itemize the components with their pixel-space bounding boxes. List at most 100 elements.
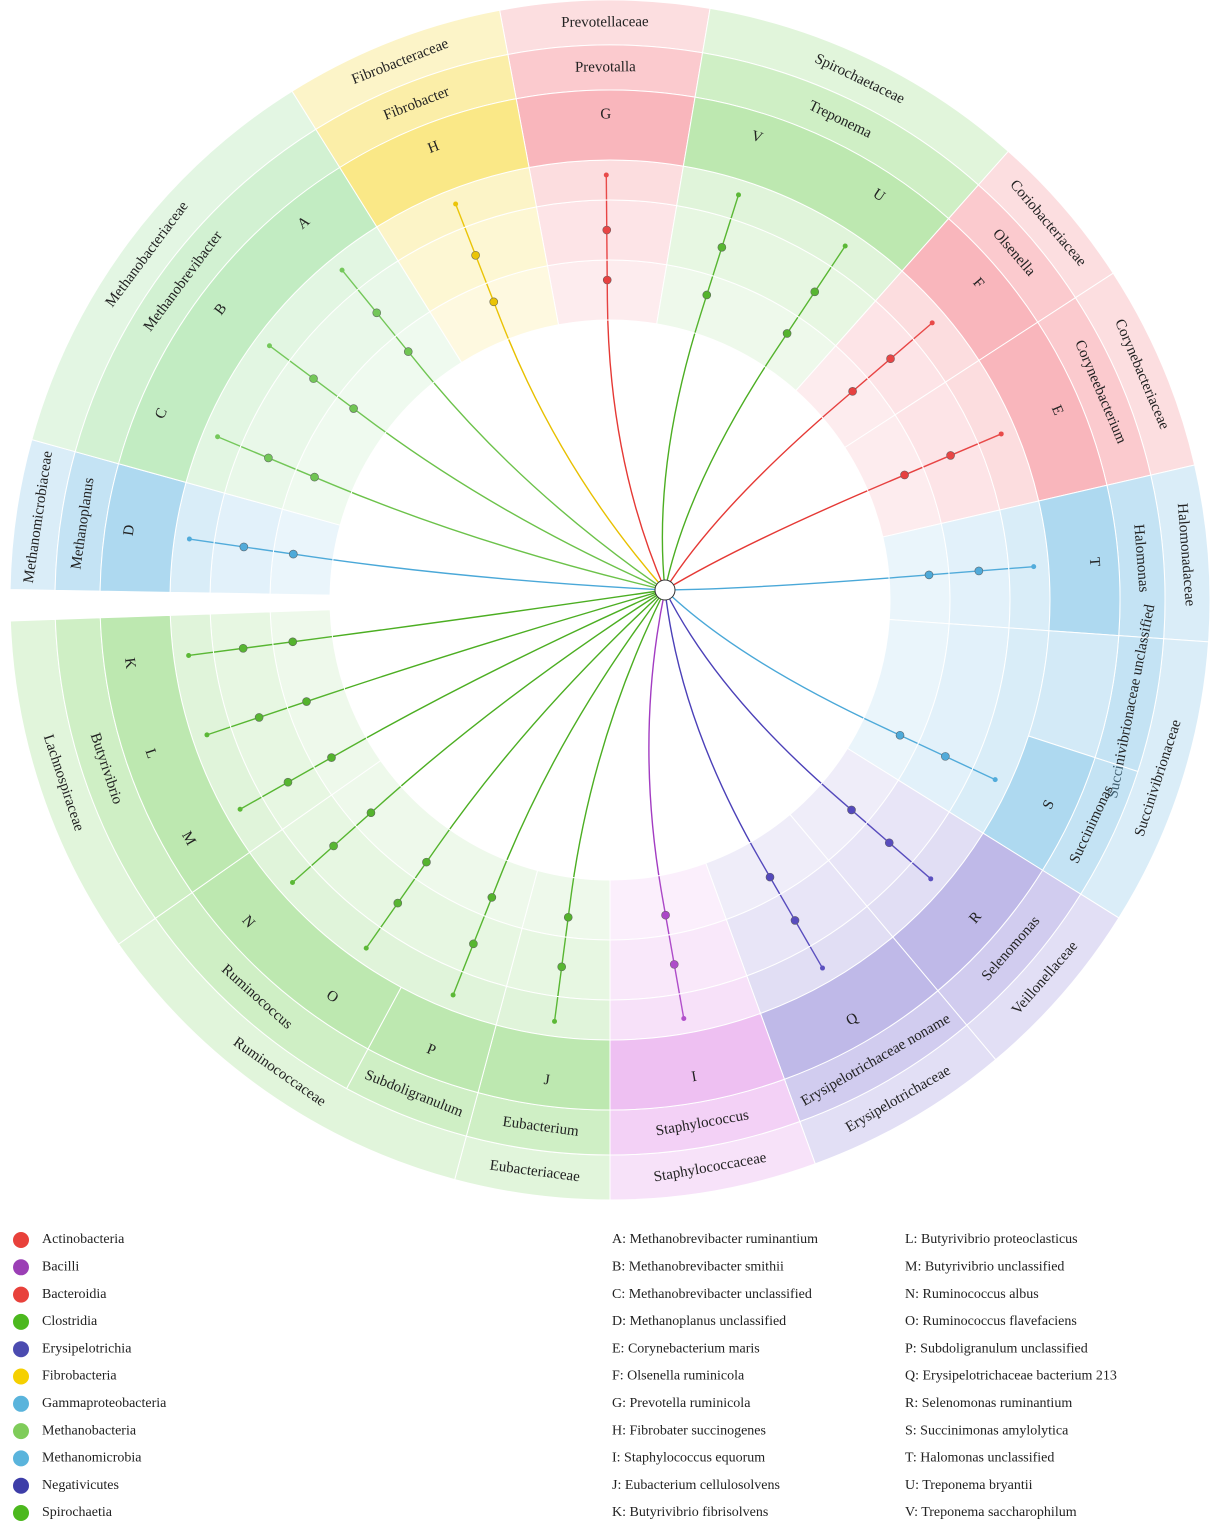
leaf-node xyxy=(266,343,272,349)
key-entry: B: Methanobrevibacter smithii xyxy=(612,1260,784,1275)
tree-node xyxy=(810,287,820,297)
key-entry: Q: Erysipelotrichaceae bacterium 213 xyxy=(905,1369,1117,1384)
key-entry: S: Succinimonas amylolytica xyxy=(905,1423,1069,1438)
key-entry: N: Ruminococcus albus xyxy=(905,1287,1039,1302)
tree-node xyxy=(974,566,984,576)
species-ring xyxy=(99,614,251,894)
tree-node xyxy=(602,275,612,285)
branch xyxy=(341,269,666,591)
key-entry: A: Methanobrevibacter ruminantium xyxy=(612,1232,818,1247)
legend-dot xyxy=(13,1286,29,1303)
branch xyxy=(269,345,666,591)
leaf-node xyxy=(186,652,192,658)
leaf-node xyxy=(929,320,935,326)
legend-label: Negativicutes xyxy=(42,1478,119,1493)
legend-dot xyxy=(13,1423,29,1440)
legend-dot xyxy=(13,1368,29,1385)
tree-node xyxy=(669,960,679,969)
tree-node xyxy=(349,404,358,413)
branch xyxy=(189,538,666,591)
legend-dot xyxy=(13,1232,29,1248)
tree-node xyxy=(790,916,800,925)
tree-node xyxy=(264,453,273,463)
key-entry: I: Staphylococcus equorum xyxy=(612,1451,765,1466)
leaf-node xyxy=(339,267,345,273)
legend-dot xyxy=(13,1450,29,1467)
branch xyxy=(292,589,666,884)
tree-node xyxy=(471,250,480,260)
tree-node xyxy=(289,549,298,559)
legend-label: Erysipelotrichia xyxy=(42,1341,132,1356)
branch xyxy=(664,565,1034,591)
species-letter: D xyxy=(121,524,138,537)
tree-node xyxy=(924,570,934,580)
tree-node xyxy=(900,470,909,480)
clade-ring xyxy=(940,509,1011,629)
leaf-node xyxy=(186,536,192,542)
key-entry: J: Eubacterium cellulosolvens xyxy=(612,1478,780,1493)
tree-node xyxy=(557,962,567,972)
leaf-node xyxy=(453,201,459,207)
branch xyxy=(664,433,1002,591)
legend-label: Bacilli xyxy=(42,1260,79,1275)
tree-node xyxy=(702,290,712,300)
clade-ring xyxy=(528,159,684,208)
tree-node xyxy=(886,354,895,364)
key-entry: C: Methanobrevibacter unclassified xyxy=(612,1287,812,1302)
species-letter: G xyxy=(600,106,611,122)
key-entry: H: Fibrobater succinogenes xyxy=(612,1423,766,1438)
tree-node xyxy=(884,838,894,848)
tree-node xyxy=(717,243,727,252)
tree-node xyxy=(238,643,248,653)
tree-node xyxy=(602,225,612,235)
tree-node xyxy=(254,713,264,722)
leaf-node xyxy=(290,880,296,886)
species-ring xyxy=(339,98,530,228)
branch xyxy=(664,589,996,781)
leaf-node xyxy=(928,876,934,882)
leaf-node xyxy=(820,965,825,971)
tree-node xyxy=(765,872,775,882)
branch xyxy=(605,175,666,591)
tree-node xyxy=(288,637,298,647)
leaf-node xyxy=(681,1016,687,1022)
legend-label: Methanobacteria xyxy=(42,1423,137,1438)
legend-label: Fibrobacteria xyxy=(42,1369,117,1384)
leaf-node xyxy=(992,777,998,783)
tree-node xyxy=(941,752,950,761)
branch xyxy=(239,589,666,810)
key-entry: E: Corynebacterium maris xyxy=(612,1341,760,1356)
key-entry: G: Prevotella ruminicola xyxy=(612,1396,751,1411)
tree-node xyxy=(366,808,376,818)
branch xyxy=(452,589,666,996)
tree-node xyxy=(661,910,670,920)
tree-node xyxy=(302,697,311,706)
key-entry: L: Butyrivibrio proteoclasticus xyxy=(905,1232,1078,1247)
key-entry: V: Treponema saccharophilum xyxy=(905,1505,1077,1520)
leaf-node xyxy=(736,192,742,198)
tree-node xyxy=(489,297,499,307)
branch xyxy=(553,589,666,1022)
tree-node xyxy=(239,542,249,552)
legend-dot xyxy=(13,1477,29,1494)
tree-node xyxy=(487,893,497,902)
leaf-node xyxy=(603,172,609,178)
key-entry: F: Olsenella ruminicola xyxy=(612,1369,745,1384)
clade-ring xyxy=(505,927,611,1001)
clade-ring xyxy=(546,259,668,326)
species-letter: T xyxy=(1086,557,1103,567)
branch xyxy=(454,203,666,591)
key-entry: O: Ruminococcus flavefaciens xyxy=(905,1314,1077,1329)
branch xyxy=(648,589,685,1019)
leaf-node xyxy=(842,243,848,249)
leaf-node xyxy=(204,732,210,738)
species-ring xyxy=(515,89,696,169)
tree-node xyxy=(309,374,318,383)
key-entry: T: Halomonas unclassified xyxy=(905,1451,1054,1466)
tree-node xyxy=(848,387,857,396)
clade-ring xyxy=(882,522,951,625)
genus-label: Halomonas xyxy=(1130,524,1151,594)
leaf-node xyxy=(363,945,369,951)
species-letter: J xyxy=(543,1072,551,1089)
branch xyxy=(664,589,932,880)
